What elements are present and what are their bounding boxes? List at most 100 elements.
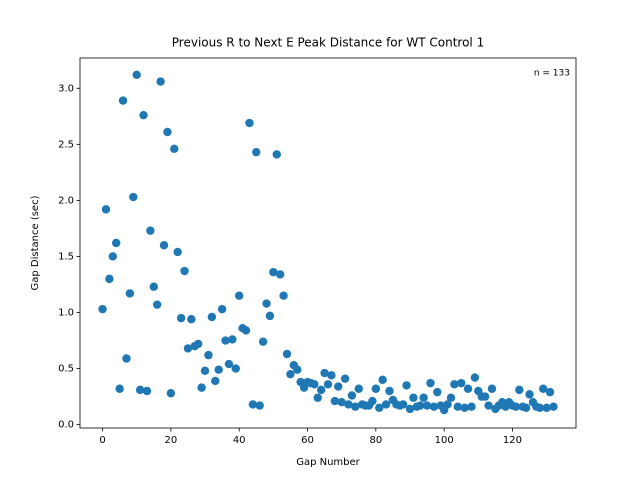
point — [262, 299, 271, 308]
point — [446, 393, 456, 402]
point — [450, 380, 459, 389]
point — [275, 270, 285, 279]
point — [207, 312, 217, 322]
point — [484, 401, 493, 410]
point — [200, 366, 210, 376]
point — [453, 402, 463, 411]
point — [248, 400, 258, 409]
y-tick-label: 3.0 — [58, 83, 74, 94]
point — [224, 359, 234, 369]
point — [221, 336, 230, 345]
point — [252, 147, 261, 157]
point — [139, 110, 148, 120]
point — [467, 402, 476, 411]
point — [204, 350, 213, 360]
point — [255, 401, 264, 410]
point — [443, 400, 452, 409]
point — [173, 247, 182, 257]
point — [234, 291, 244, 300]
point — [344, 400, 353, 409]
annotation: n = 133 — [534, 69, 570, 79]
point — [521, 403, 531, 413]
x-tick-label: 100 — [435, 435, 454, 446]
x-tick-label: 40 — [233, 435, 246, 446]
point — [170, 144, 179, 154]
point — [549, 402, 558, 411]
point — [156, 77, 165, 86]
point — [183, 344, 193, 353]
point — [122, 354, 131, 363]
point — [176, 313, 186, 323]
point — [371, 384, 381, 393]
x-tick-label: 60 — [301, 435, 314, 446]
point — [323, 380, 333, 389]
point — [368, 396, 377, 406]
point — [330, 396, 340, 406]
point — [211, 376, 220, 386]
point — [457, 378, 466, 388]
point — [279, 291, 288, 300]
point — [166, 389, 176, 398]
y-axis-label: Gap Distance (sec) — [30, 195, 41, 290]
point — [135, 385, 145, 395]
x-tick-label: 0 — [99, 435, 105, 446]
y-tick-label: 0.5 — [58, 364, 74, 375]
point — [132, 70, 141, 80]
point — [146, 226, 155, 235]
point — [187, 315, 196, 324]
point — [245, 118, 254, 128]
point — [480, 392, 490, 401]
point — [241, 326, 251, 335]
point — [217, 304, 227, 314]
y-tick-label: 1.0 — [58, 308, 74, 319]
point — [535, 403, 544, 413]
point — [419, 393, 428, 402]
point — [416, 401, 425, 410]
point — [115, 384, 124, 393]
point — [402, 381, 411, 390]
point — [129, 192, 138, 202]
y-tick-label: 2.0 — [58, 195, 74, 206]
point — [142, 386, 152, 396]
point — [381, 400, 391, 409]
y-tick-label: 2.5 — [58, 139, 74, 150]
point — [118, 96, 128, 105]
x-axis-label: Gap Number — [296, 457, 360, 468]
point — [125, 289, 135, 298]
point — [98, 304, 107, 314]
point — [525, 390, 534, 399]
y-tick-label: 1.5 — [58, 251, 74, 262]
point — [313, 393, 322, 402]
point — [347, 391, 357, 400]
point — [149, 282, 158, 291]
y-tick-label: 0.0 — [58, 420, 74, 431]
point — [159, 241, 169, 250]
point — [286, 369, 295, 379]
point — [153, 300, 162, 309]
point — [112, 238, 121, 248]
x-tick-label: 120 — [503, 435, 522, 446]
point — [269, 267, 278, 277]
point — [340, 374, 350, 383]
point — [272, 150, 281, 159]
point — [542, 403, 551, 413]
point — [433, 387, 442, 397]
point — [101, 205, 111, 214]
point — [258, 337, 268, 346]
point — [515, 385, 524, 395]
point — [354, 384, 363, 393]
point — [539, 384, 548, 393]
point — [375, 403, 384, 413]
point — [398, 400, 408, 409]
point — [487, 384, 497, 393]
point — [228, 335, 237, 344]
point — [265, 311, 275, 321]
point — [320, 368, 329, 378]
point — [422, 401, 432, 410]
point — [197, 383, 206, 392]
chart-title: Previous R to Next E Peak Distance for W… — [172, 36, 484, 50]
point — [231, 364, 240, 373]
point — [310, 380, 319, 389]
point — [316, 385, 326, 395]
